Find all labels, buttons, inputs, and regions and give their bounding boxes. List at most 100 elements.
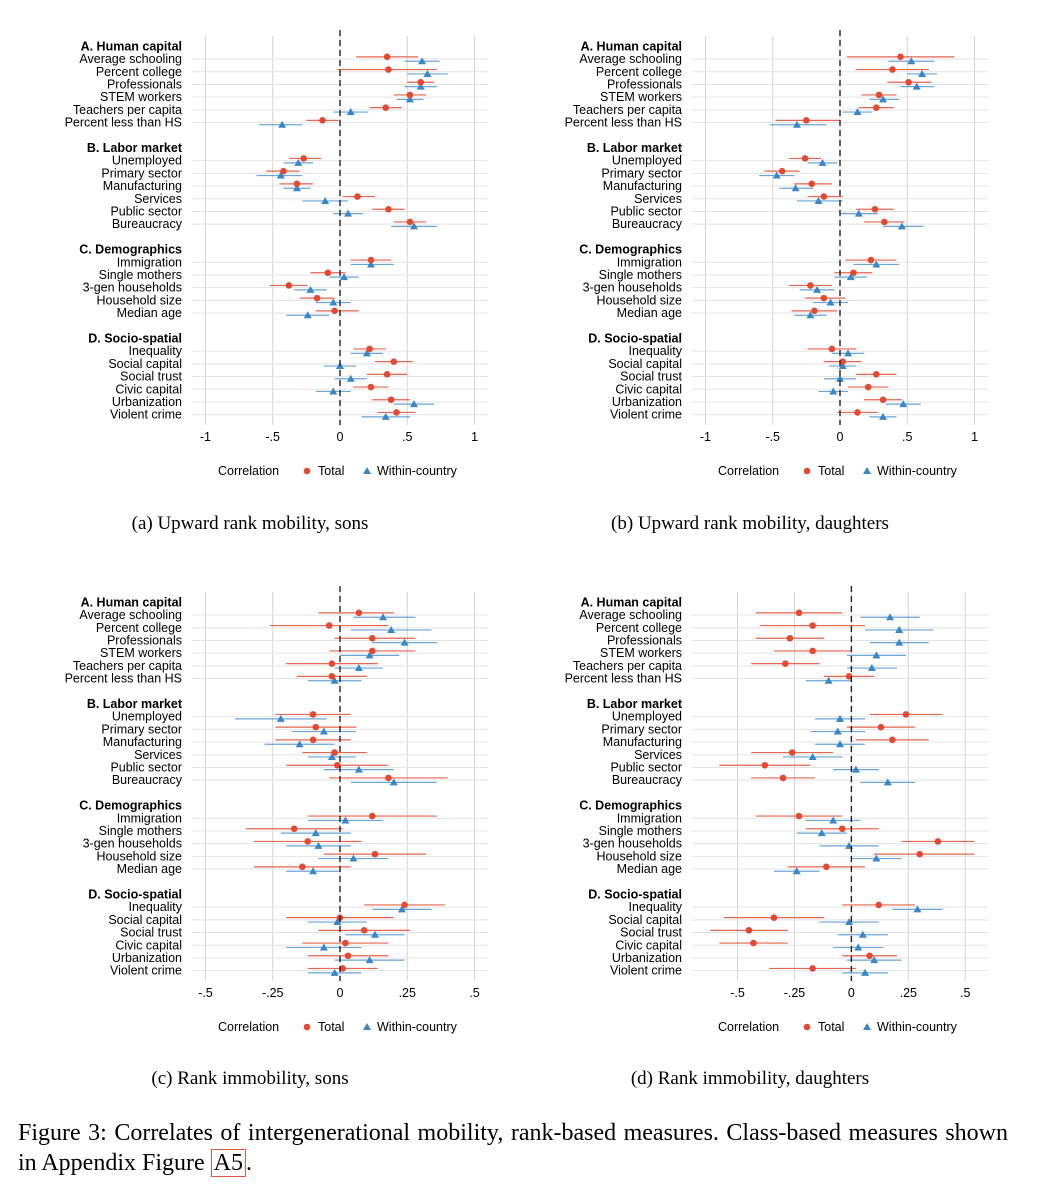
row-label: STEM workers xyxy=(600,90,682,104)
row-label: Teachers per capita xyxy=(73,659,182,673)
total-point xyxy=(866,952,873,960)
total-point xyxy=(820,193,828,200)
row-label: Median age xyxy=(617,862,682,876)
total-point xyxy=(383,371,391,378)
within-point xyxy=(333,918,342,926)
row-label: Bureaucracy xyxy=(112,217,183,231)
legend-total-label: Total xyxy=(318,1020,344,1034)
within-point xyxy=(278,120,287,128)
total-point xyxy=(875,91,883,99)
total-point xyxy=(344,952,352,960)
group-title: C. Demographics xyxy=(79,799,182,813)
row-label: Manufacturing xyxy=(603,735,682,749)
total-point xyxy=(902,711,910,718)
total-point xyxy=(786,634,794,642)
row-label: Unemployed xyxy=(112,154,182,168)
within-point xyxy=(845,918,854,926)
total-point xyxy=(916,850,923,858)
row-label: Social capital xyxy=(608,357,682,371)
total-point xyxy=(808,180,816,188)
x-tick-label: -1 xyxy=(200,430,211,444)
within-point xyxy=(292,184,301,192)
within-point xyxy=(858,930,867,938)
legend-total-label: Total xyxy=(818,1020,844,1034)
within-point xyxy=(410,400,418,408)
group-title: B. Labor market xyxy=(587,141,683,155)
row-label: Household size xyxy=(597,849,683,863)
within-point xyxy=(867,664,876,672)
total-point xyxy=(770,914,778,921)
row-label: Unemployed xyxy=(612,154,682,168)
row-label: Violent crime xyxy=(110,964,182,978)
row-label: Civic capital xyxy=(115,382,182,396)
row-label: Inequality xyxy=(128,900,182,914)
row-label: Urbanization xyxy=(112,951,182,965)
row-label: 3-gen households xyxy=(83,837,182,851)
within-point xyxy=(397,905,406,913)
row-label: Urbanization xyxy=(612,951,682,965)
within-point xyxy=(329,387,338,395)
total-point xyxy=(309,711,317,718)
total-point xyxy=(309,736,317,744)
row-label: Social capital xyxy=(108,357,182,371)
within-point xyxy=(879,95,888,103)
total-point xyxy=(879,396,887,404)
within-point xyxy=(354,664,363,672)
within-point xyxy=(418,57,427,65)
row-label: Urbanization xyxy=(112,395,182,409)
row-label: Social trust xyxy=(120,926,182,940)
total-point xyxy=(889,66,896,73)
within-point xyxy=(416,82,425,90)
total-point xyxy=(354,193,361,200)
within-point xyxy=(303,311,312,319)
total-point xyxy=(331,749,338,756)
total-point xyxy=(897,53,904,61)
legend-within-label: Within-country xyxy=(877,1020,958,1034)
total-point xyxy=(417,78,425,86)
appendix-figure-link[interactable]: A5 xyxy=(210,1149,246,1177)
row-label: Services xyxy=(634,748,682,762)
group-title: C. Demographics xyxy=(79,243,182,257)
row-label: Civic capital xyxy=(115,938,182,952)
within-point xyxy=(806,311,815,319)
total-point xyxy=(854,409,861,416)
x-tick-label: -.5 xyxy=(730,986,745,1000)
total-point xyxy=(366,345,373,353)
row-label: Unemployed xyxy=(112,710,182,724)
row-label: Civic capital xyxy=(615,938,682,952)
panel-b-upward-daughters: A. Human capital Average schooling Percent… xyxy=(500,20,1000,490)
within-point xyxy=(813,285,822,293)
row-label: STEM workers xyxy=(100,90,182,104)
total-point xyxy=(355,609,363,617)
x-tick-label: -.25 xyxy=(262,986,284,1000)
legend-total-marker xyxy=(303,1023,311,1031)
total-point xyxy=(313,294,321,302)
total-point xyxy=(889,736,896,744)
row-label: Civic capital xyxy=(615,382,682,396)
x-tick-label: .5 xyxy=(469,986,479,1000)
within-point xyxy=(824,676,833,684)
within-point xyxy=(405,95,414,103)
total-point xyxy=(823,863,830,871)
figure-caption-end: . xyxy=(246,1150,252,1176)
total-point xyxy=(371,850,379,858)
within-point xyxy=(838,362,847,370)
row-label: Average schooling xyxy=(579,608,682,622)
within-point xyxy=(897,222,906,230)
within-point xyxy=(883,778,892,786)
panel-d-caption: (d) Rank immobility, daughters xyxy=(630,1068,870,1089)
row-label: Social trust xyxy=(620,370,682,384)
total-point xyxy=(905,78,912,86)
row-label: Percent less than HS xyxy=(65,116,182,130)
within-point xyxy=(872,260,881,268)
x-tick-label: .5 xyxy=(402,430,412,444)
x-tick-label: -1 xyxy=(700,430,711,444)
within-point xyxy=(346,108,355,116)
x-tick-label: 0 xyxy=(337,986,344,1000)
total-point xyxy=(293,180,301,188)
within-point xyxy=(791,184,800,192)
within-point xyxy=(314,841,323,849)
row-label: Social capital xyxy=(608,913,682,927)
total-point xyxy=(319,117,326,124)
within-point xyxy=(829,816,838,824)
